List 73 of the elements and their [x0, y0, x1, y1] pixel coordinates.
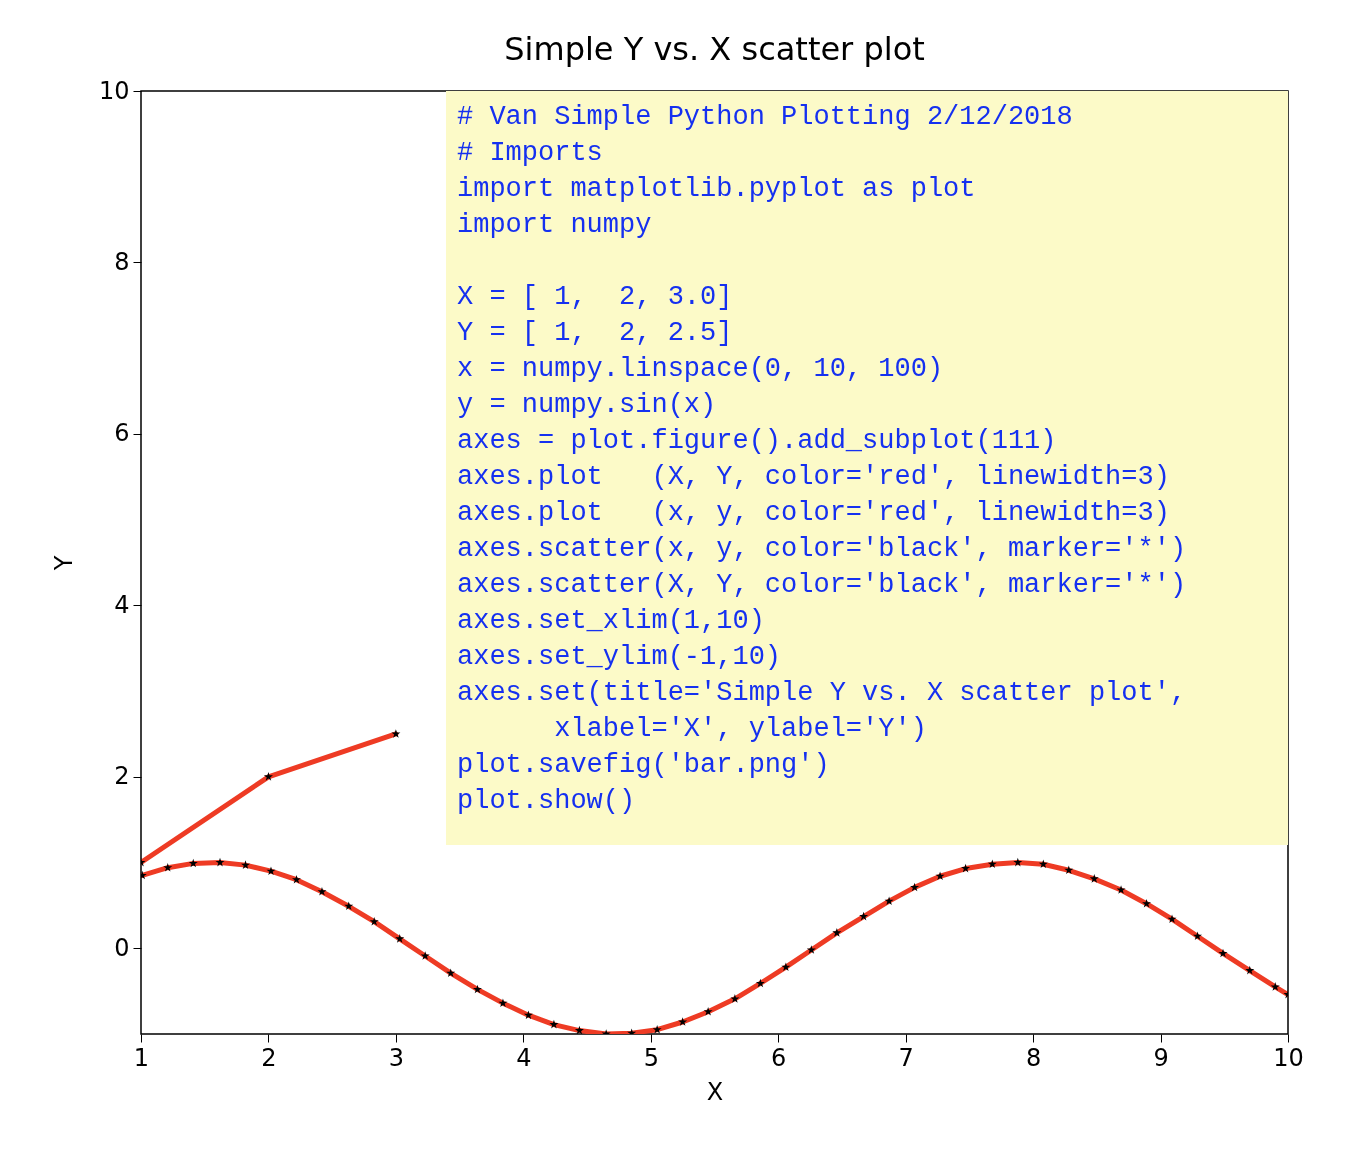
point — [215, 857, 225, 867]
annotation: axes.set_xlim(1,10) — [457, 605, 766, 638]
point — [549, 1019, 559, 1029]
y-tick-label: 10 — [98, 76, 130, 105]
point — [263, 772, 273, 781]
annotation: xlabel='X', ylabel='Y') — [553, 713, 928, 746]
point — [652, 1024, 662, 1034]
annotation: y = numpy.sin(x) — [457, 389, 718, 422]
point — [395, 934, 405, 943]
point — [1218, 948, 1228, 958]
point — [1193, 931, 1203, 941]
annotation: x = numpy.linspace(0, 10, 100) — [457, 353, 945, 386]
y-tick-label: 8 — [114, 247, 130, 276]
x-tick-label: 10 — [1273, 1043, 1304, 1072]
point — [703, 1006, 713, 1016]
annotation: axes.set_ylim(-1,10) — [457, 641, 783, 674]
annotation: plot.show() — [457, 785, 637, 818]
annotation: import numpy — [457, 209, 653, 242]
point — [859, 911, 869, 921]
annotation: axes.scatter(x, y, color='black', marker='*') — [457, 533, 1188, 566]
point — [574, 1025, 584, 1034]
point — [1142, 898, 1152, 908]
point — [1089, 874, 1099, 883]
x-tick-label: 3 — [388, 1043, 405, 1072]
point — [1270, 982, 1280, 991]
annotation: X = [ 1, 2, 3.0] — [457, 281, 734, 314]
point — [391, 729, 401, 738]
y-tick-label: 6 — [114, 419, 130, 448]
point — [188, 858, 198, 868]
point — [472, 984, 482, 994]
x-tick-label: 2 — [261, 1043, 277, 1072]
chart-title: Simple Y vs. X scatter plot — [504, 30, 925, 68]
point — [755, 978, 765, 988]
point — [291, 874, 301, 884]
y-tick-label: 2 — [114, 762, 130, 791]
point — [987, 859, 997, 869]
annotation: axes = plot.figure().add_subplot(111) — [457, 425, 1058, 458]
y-tick-label: 4 — [114, 590, 130, 619]
x-tick-label: 4 — [516, 1043, 532, 1072]
point — [832, 928, 842, 937]
point — [1013, 857, 1023, 867]
annotation: axes.set(title='Simple Y vs. X scatter plot', — [457, 677, 1188, 710]
point — [446, 968, 456, 977]
point — [317, 886, 327, 896]
annotation: plot.savefig('bar.png') — [457, 749, 831, 782]
point — [961, 863, 971, 873]
annotation: Y = [ 1, 2, 2.5] — [457, 317, 734, 350]
point — [163, 862, 173, 872]
x-tick-label: 7 — [898, 1043, 914, 1072]
point — [910, 882, 920, 892]
point — [1245, 965, 1255, 975]
annotation: axes.plot (X, Y, color='red', linewidth=3) — [457, 461, 1171, 494]
annotation: axes.plot (x, y, color='red', linewidth=3) — [457, 497, 1171, 530]
point — [1064, 865, 1074, 875]
x-axis-title: X — [706, 1077, 724, 1106]
annotation: # Van Simple Python Plotting 2/12/2018 — [457, 101, 1074, 134]
point — [935, 871, 945, 881]
annotation: axes.scatter(X, Y, color='black', marker='*') — [457, 569, 1188, 602]
x-tick-label: 6 — [771, 1043, 787, 1072]
point — [344, 901, 354, 911]
point — [523, 1010, 533, 1019]
y-tick-label: 0 — [114, 933, 130, 962]
point — [420, 951, 430, 960]
x-tick-label: 1 — [133, 1043, 150, 1072]
point — [1038, 859, 1048, 869]
annotation: # Imports — [457, 137, 604, 170]
annotation: import matplotlib.pyplot as plot — [457, 173, 977, 206]
x-tick-label: 5 — [643, 1043, 659, 1072]
x-tick-label: 9 — [1153, 1043, 1169, 1072]
point — [369, 916, 379, 926]
point — [730, 994, 740, 1003]
y-axis-title: Y — [49, 555, 78, 572]
x-tick-label: 8 — [1025, 1043, 1042, 1072]
